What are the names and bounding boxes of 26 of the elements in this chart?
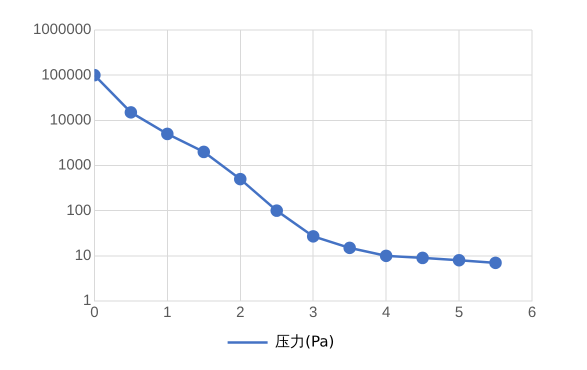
y-tick-label: 10 [74, 246, 92, 264]
point [452, 254, 466, 266]
x-tick-label: 0 [90, 304, 99, 322]
y-tick-label: 1000000 [32, 21, 92, 38]
point [306, 230, 320, 243]
x-tick-label: 6 [528, 304, 536, 322]
x-tick-label: 3 [309, 304, 318, 322]
point [124, 106, 138, 119]
point [380, 250, 392, 262]
x-tick-label: 2 [236, 304, 244, 322]
point [416, 252, 429, 264]
point [489, 256, 502, 270]
point [270, 204, 283, 217]
y-tick-label: 10000 [50, 111, 92, 128]
point [234, 172, 247, 186]
point [161, 128, 174, 140]
x-tick-label: 1 [163, 304, 172, 322]
x-tick-label: 4 [382, 304, 390, 322]
y-tick-label: 100000 [41, 66, 92, 84]
legend-label: 压力(Pa) [275, 332, 334, 350]
x-tick-label: 5 [454, 304, 464, 322]
point [198, 146, 210, 158]
point [343, 242, 356, 254]
y-tick-label: 100 [66, 202, 92, 219]
y-tick-label: 1 [83, 292, 92, 310]
y-tick-label: 1000 [58, 156, 92, 174]
